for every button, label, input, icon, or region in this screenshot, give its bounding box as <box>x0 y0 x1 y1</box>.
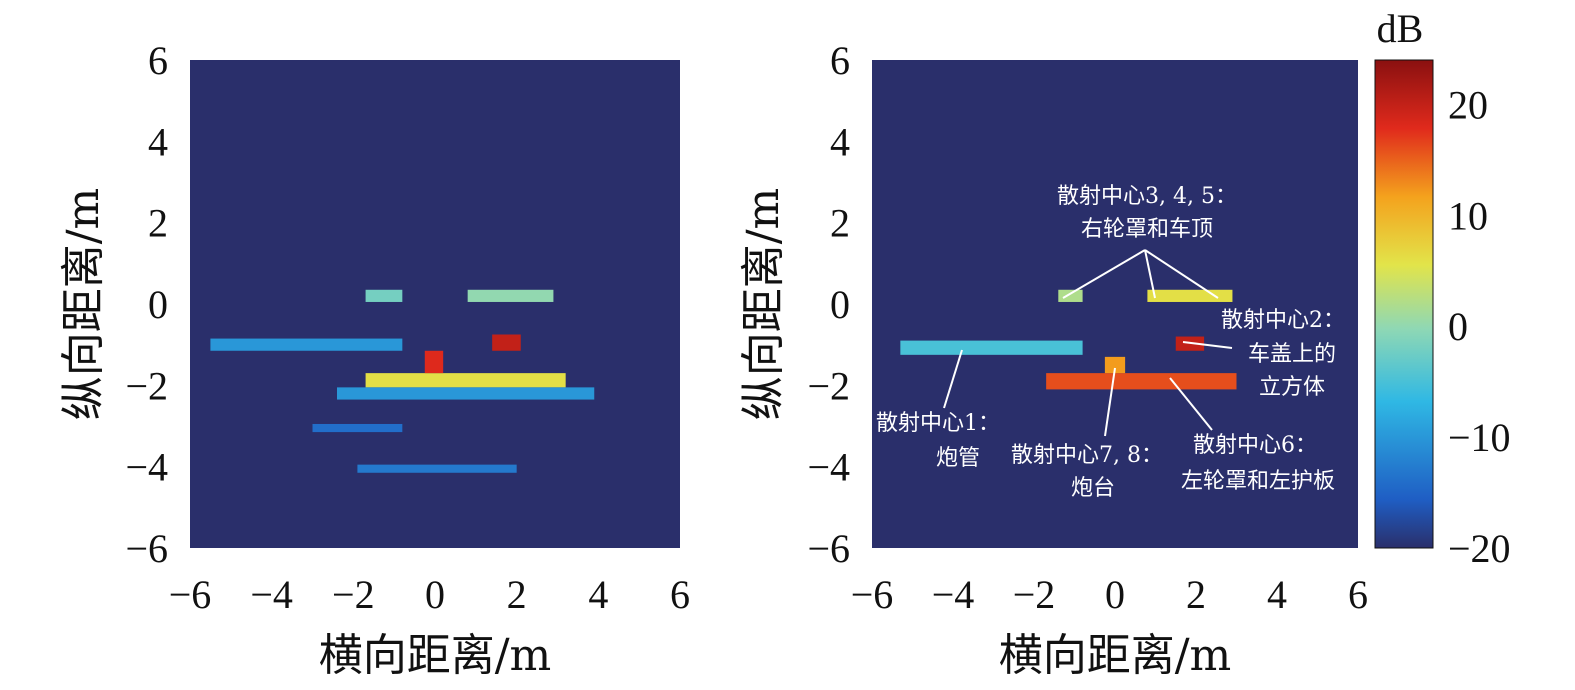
heatmap-cell <box>365 373 566 388</box>
annotation-line: 右轮罩和车顶 <box>1081 217 1213 242</box>
y-tick-label: −6 <box>125 526 168 571</box>
annotation-line: 散射中心6： <box>1193 433 1317 458</box>
y-tick-label: −6 <box>807 526 850 571</box>
right-x-tick-labels: −6 −4 −2 0 2 4 6 <box>851 572 1368 617</box>
annotation-line: 炮台 <box>1071 476 1115 501</box>
x-tick-label: 0 <box>425 572 445 617</box>
heatmap-cell <box>1046 373 1237 390</box>
heatmap-cell <box>210 338 403 351</box>
x-tick-label: −6 <box>851 572 894 617</box>
x-tick-label: 4 <box>1267 572 1287 617</box>
y-tick-label: 6 <box>148 38 168 83</box>
x-tick-label: 6 <box>1348 572 1368 617</box>
annotation-scatter-2: 散射中心2： 车盖上的 立方体 <box>1221 308 1345 400</box>
y-tick-label: −2 <box>125 363 168 408</box>
x-tick-label: 4 <box>588 572 608 617</box>
annotation-scatter-7-8: 散射中心7, 8： 炮台 <box>1011 443 1163 501</box>
colorbar-label: dB <box>1377 6 1424 51</box>
colorbar-gradient <box>1374 59 1434 549</box>
annotation-scatter-1: 散射中心1： 炮管 <box>876 411 1000 471</box>
y-tick-label: 0 <box>830 282 850 327</box>
leader-7-8 <box>1104 367 1116 437</box>
right-y-axis-label: 纵向距离/m <box>738 188 789 421</box>
y-tick-label: 6 <box>830 38 850 83</box>
right-panel: −6 −4 −2 0 2 4 6 −6 −4 −2 0 2 4 6 横向距离/m 纵向距离/m 散射中心… <box>738 38 1368 681</box>
colorbar-tick-label: −10 <box>1448 415 1511 460</box>
x-tick-label: 2 <box>1186 572 1206 617</box>
x-tick-label: −2 <box>332 572 375 617</box>
y-tick-label: 2 <box>830 201 850 246</box>
x-tick-label: −6 <box>169 572 212 617</box>
x-tick-label: −4 <box>250 572 293 617</box>
annotation-line: 左轮罩和左护板 <box>1181 469 1335 494</box>
colorbar-tick-label: 20 <box>1448 82 1488 127</box>
right-y-tick-labels: −6 −4 −2 0 2 4 6 <box>807 38 850 571</box>
heatmap-cell <box>357 464 517 473</box>
y-tick-label: 0 <box>148 282 168 327</box>
annotation-line: 散射中心3, 4, 5： <box>1057 184 1237 209</box>
y-tick-label: −2 <box>807 363 850 408</box>
right-plot-area <box>872 60 1358 548</box>
annotation-scatter-3-4-5: 散射中心3, 4, 5： 右轮罩和车顶 <box>1057 184 1237 242</box>
heatmap-cell <box>467 289 554 302</box>
left-plot-area <box>190 60 680 548</box>
annotation-line: 散射中心7, 8： <box>1011 443 1163 468</box>
left-x-tick-labels: −6 −4 −2 0 2 4 6 <box>169 572 690 617</box>
left-y-tick-labels: −6 −4 −2 0 2 4 6 <box>125 38 168 571</box>
heatmap-cell <box>1147 289 1233 302</box>
heatmap-cell <box>1104 356 1126 374</box>
annotation-line: 散射中心1： <box>876 411 1000 436</box>
leader-4 <box>1144 249 1156 299</box>
leader-3 <box>1062 249 1146 299</box>
annotation-leaders <box>943 249 1233 437</box>
y-tick-label: 4 <box>148 119 168 164</box>
heatmap-cell <box>365 289 403 302</box>
colorbar: dB −20 −10 0 10 20 <box>1374 6 1511 571</box>
right-heatmap-cells <box>900 289 1237 390</box>
heatmap-cell <box>312 423 403 433</box>
heatmap-cell <box>900 340 1083 355</box>
x-tick-label: 0 <box>1105 572 1125 617</box>
leader-6 <box>1169 377 1213 431</box>
y-tick-label: 4 <box>830 119 850 164</box>
left-x-axis-label: 横向距离/m <box>319 630 552 681</box>
y-tick-label: −4 <box>125 445 168 490</box>
heatmap-cell <box>492 334 521 351</box>
left-panel: −6 −4 −2 0 2 4 6 −6 −4 −2 0 2 4 6 横向距离/m 纵向距离/m <box>58 38 690 681</box>
heatmap-cell <box>337 387 595 400</box>
heatmap-cell <box>1058 289 1083 302</box>
colorbar-tick-label: −20 <box>1448 526 1511 571</box>
colorbar-tick-label: 0 <box>1448 304 1468 349</box>
y-tick-label: 2 <box>148 201 168 246</box>
left-y-axis-label: 纵向距离/m <box>58 188 109 421</box>
annotation-line: 车盖上的 <box>1248 342 1336 367</box>
leader-2 <box>1182 341 1233 349</box>
x-tick-label: −4 <box>932 572 975 617</box>
annotation-line: 炮管 <box>936 446 980 471</box>
left-heatmap-cells <box>210 289 595 473</box>
leader-5 <box>1144 249 1219 299</box>
right-x-axis-label: 横向距离/m <box>999 630 1232 681</box>
leader-1 <box>943 349 963 409</box>
x-tick-label: 2 <box>507 572 527 617</box>
annotation-line: 散射中心2： <box>1221 308 1345 333</box>
heatmap-cell <box>424 350 444 374</box>
x-tick-label: −2 <box>1013 572 1056 617</box>
annotation-line: 立方体 <box>1259 375 1325 400</box>
colorbar-tick-label: 10 <box>1448 193 1488 238</box>
colorbar-tick-labels: −20 −10 0 10 20 <box>1448 82 1511 571</box>
annotation-scatter-6: 散射中心6： 左轮罩和左护板 <box>1181 433 1335 494</box>
y-tick-label: −4 <box>807 445 850 490</box>
x-tick-label: 6 <box>670 572 690 617</box>
